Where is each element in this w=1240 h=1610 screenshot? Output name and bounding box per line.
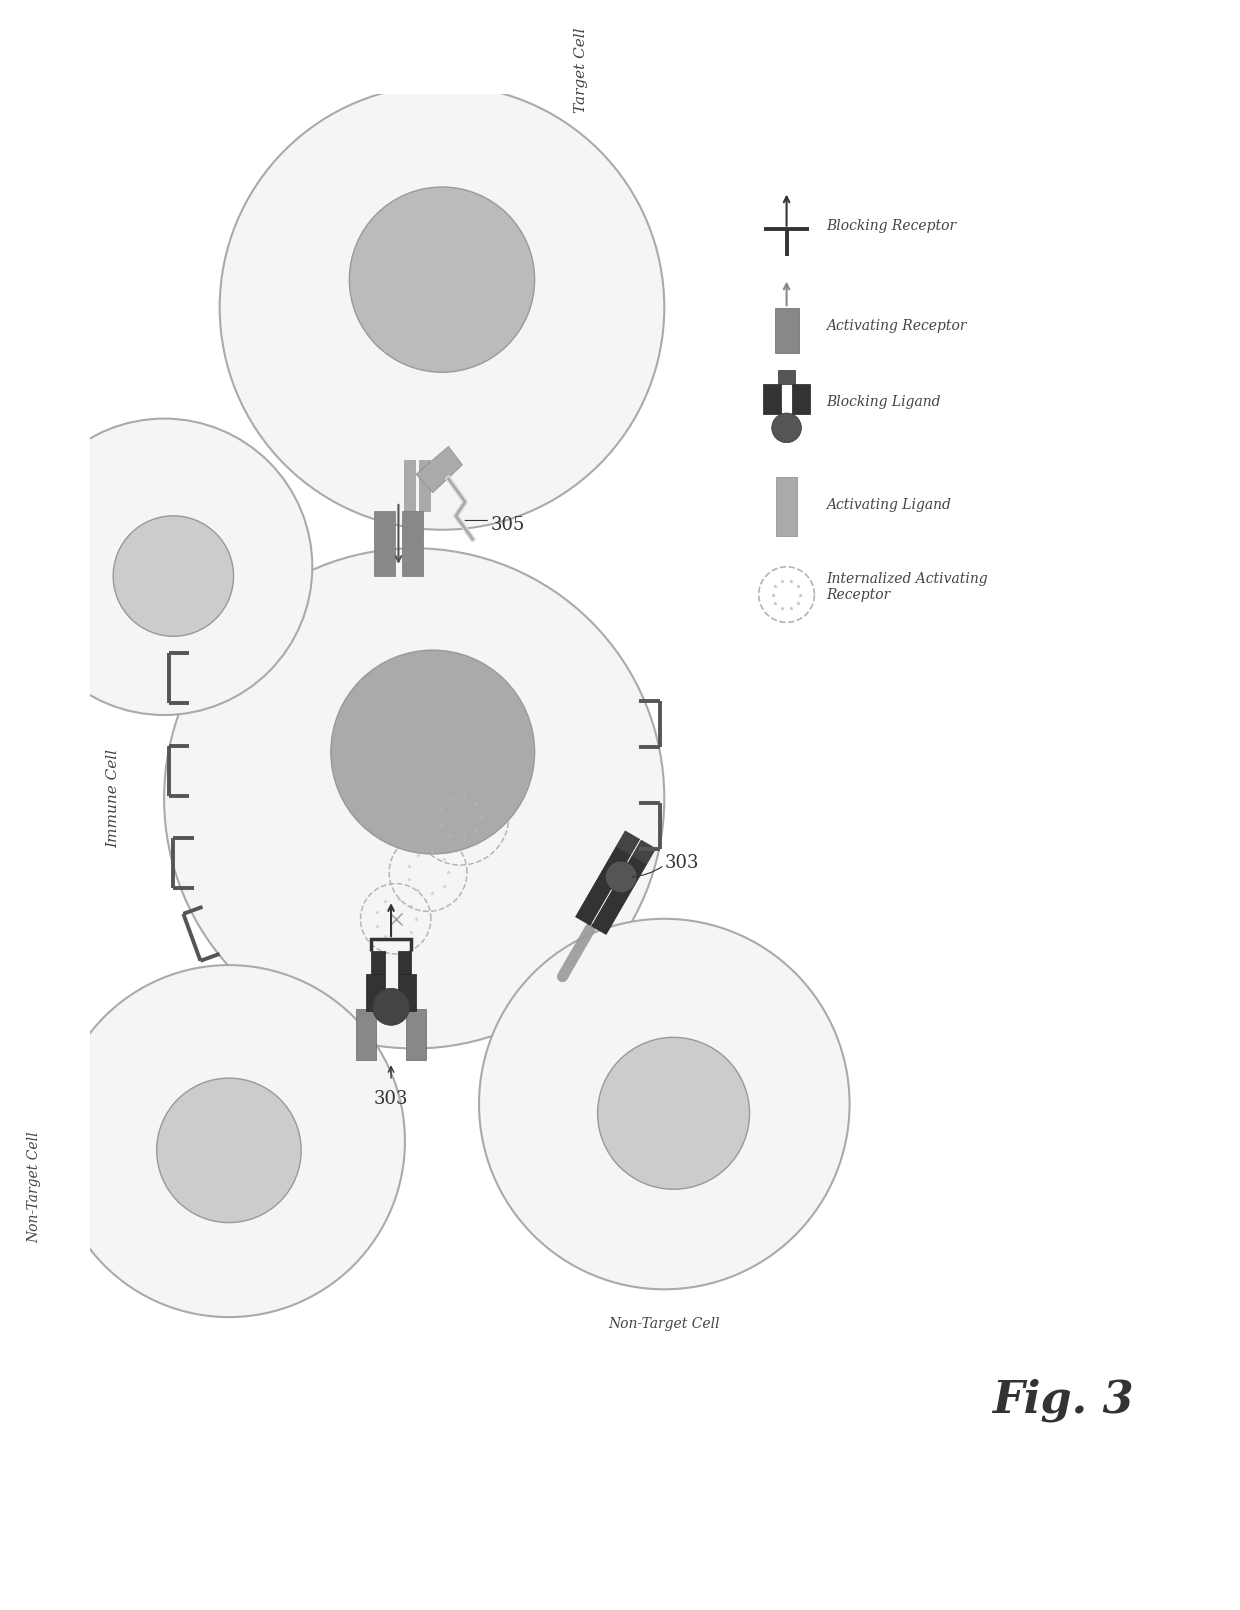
Bar bbox=[775, 309, 799, 353]
Circle shape bbox=[331, 650, 534, 853]
Bar bbox=[764, 385, 781, 414]
Polygon shape bbox=[616, 831, 640, 855]
Circle shape bbox=[219, 85, 665, 530]
Circle shape bbox=[479, 919, 849, 1290]
Circle shape bbox=[164, 549, 665, 1048]
Circle shape bbox=[53, 964, 405, 1317]
Bar bbox=[792, 385, 810, 414]
Circle shape bbox=[113, 515, 233, 636]
Circle shape bbox=[350, 187, 534, 372]
Bar bbox=[404, 460, 415, 512]
Text: Non-Target Cell: Non-Target Cell bbox=[609, 1317, 720, 1331]
Circle shape bbox=[156, 1079, 301, 1222]
Text: 303: 303 bbox=[373, 1090, 408, 1108]
Circle shape bbox=[372, 989, 409, 1026]
Bar bbox=[371, 952, 384, 974]
Polygon shape bbox=[591, 857, 646, 934]
Bar bbox=[405, 1008, 427, 1059]
Bar bbox=[398, 974, 417, 1011]
Polygon shape bbox=[632, 840, 656, 865]
Text: 303: 303 bbox=[665, 855, 699, 873]
Bar bbox=[366, 974, 384, 1011]
Circle shape bbox=[605, 861, 637, 892]
Text: Fig. 3: Fig. 3 bbox=[992, 1378, 1133, 1422]
Bar bbox=[779, 370, 795, 385]
Bar bbox=[398, 952, 412, 974]
Circle shape bbox=[598, 1037, 749, 1190]
Text: Immune Cell: Immune Cell bbox=[107, 749, 120, 848]
Text: Blocking Ligand: Blocking Ligand bbox=[826, 394, 941, 409]
Bar bbox=[374, 512, 394, 576]
Text: Internalized Activating
Receptor: Internalized Activating Receptor bbox=[826, 572, 988, 602]
Text: 305: 305 bbox=[490, 517, 525, 535]
Text: Activating Ligand: Activating Ligand bbox=[826, 497, 951, 512]
Text: Target Cell: Target Cell bbox=[574, 27, 588, 113]
Polygon shape bbox=[417, 446, 463, 493]
Text: Blocking Receptor: Blocking Receptor bbox=[826, 219, 956, 233]
Bar bbox=[356, 1008, 376, 1059]
Circle shape bbox=[16, 419, 312, 715]
Polygon shape bbox=[575, 847, 630, 926]
Bar bbox=[776, 477, 797, 536]
Bar bbox=[402, 512, 423, 576]
Text: Non-Target Cell: Non-Target Cell bbox=[27, 1132, 41, 1243]
Bar bbox=[419, 460, 430, 512]
Text: Activating Receptor: Activating Receptor bbox=[826, 319, 967, 333]
Circle shape bbox=[771, 414, 801, 443]
